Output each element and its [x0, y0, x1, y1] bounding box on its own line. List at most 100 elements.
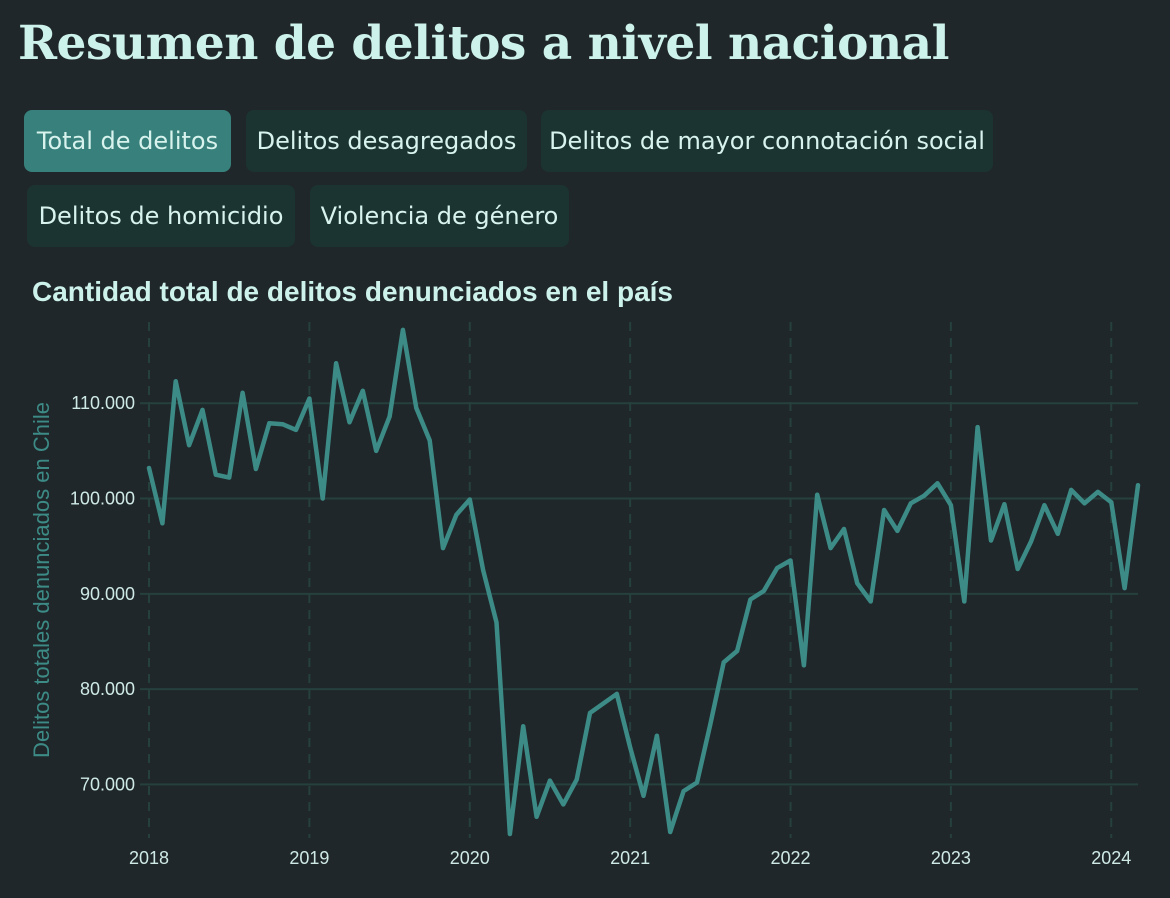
y-tick-label: 110.000 [71, 393, 135, 413]
data-point [1042, 503, 1047, 508]
data-point [1069, 487, 1074, 492]
data-point [948, 503, 953, 508]
data-point [694, 780, 699, 785]
data-point [788, 558, 793, 563]
data-point [280, 422, 285, 427]
y-tick-label: 80.000 [80, 679, 135, 699]
x-tick-label: 2024 [1091, 848, 1131, 868]
grid [140, 322, 1138, 838]
data-point [147, 466, 151, 471]
data-point [628, 745, 633, 750]
data-point [454, 512, 459, 517]
data-point [160, 521, 165, 526]
tab-delitos-de-homicidio[interactable]: Delitos de homicidio [27, 185, 295, 247]
data-point [761, 588, 766, 593]
x-tick-label: 2021 [610, 848, 650, 868]
data-point [561, 802, 566, 807]
tab-delitos-desagregados[interactable]: Delitos desagregados [246, 110, 527, 172]
data-point [1095, 489, 1100, 494]
chart-title: Cantidad total de delitos denunciados en… [32, 276, 673, 307]
data-point [294, 427, 299, 432]
data-point [347, 420, 352, 425]
data-point [868, 599, 873, 604]
x-tick-label: 2020 [450, 848, 490, 868]
x-axis-ticks: 2018 2019 2020 2021 2022 2023 2024 [129, 848, 1131, 868]
data-point [307, 396, 312, 401]
data-point [521, 724, 526, 729]
data-point [320, 496, 325, 501]
data-point [534, 814, 539, 819]
data-point [334, 361, 339, 366]
data-point [841, 527, 846, 532]
data-point [815, 492, 820, 497]
x-tick-label: 2022 [770, 848, 810, 868]
data-point [253, 466, 258, 471]
data-point [1002, 502, 1007, 507]
data-point [681, 789, 686, 794]
tab-delitos-mayor-connotacion-social[interactable]: Delitos de mayor connotación social [541, 110, 993, 172]
data-point [400, 327, 405, 332]
data-point [708, 722, 713, 727]
data-point [374, 448, 379, 453]
data-point [748, 597, 753, 602]
series-line-delitos [146, 327, 1141, 837]
data-point [801, 663, 806, 668]
data-point [962, 599, 967, 604]
y-tick-label: 70.000 [80, 774, 135, 794]
data-point [601, 701, 606, 706]
data-point [574, 777, 579, 782]
page-title: Resumen de delitos a nivel nacional [18, 16, 949, 71]
data-point [427, 438, 432, 443]
data-point [641, 793, 646, 798]
x-tick-label: 2023 [931, 848, 971, 868]
data-point [1055, 531, 1060, 536]
data-point [895, 528, 900, 533]
data-point [1015, 567, 1020, 572]
tab-violencia-de-genero[interactable]: Violencia de género [310, 185, 569, 247]
x-tick-label: 2018 [129, 848, 169, 868]
data-point [988, 538, 993, 543]
data-point [1136, 483, 1140, 488]
data-point [494, 620, 499, 625]
data-point [467, 497, 472, 502]
data-point [507, 831, 512, 836]
data-point [654, 733, 659, 738]
data-point [735, 648, 740, 653]
data-point [882, 507, 887, 512]
data-point [922, 493, 927, 498]
data-point [360, 388, 365, 393]
data-point [547, 778, 552, 783]
data-point [267, 421, 272, 426]
data-point [1029, 539, 1034, 544]
data-point [935, 481, 940, 486]
data-point [668, 830, 673, 835]
data-point [227, 475, 232, 480]
data-point [240, 390, 245, 395]
data-point [975, 425, 980, 430]
data-point [614, 691, 619, 696]
y-axis-label: Delitos totales denunciados en Chile [29, 402, 54, 758]
y-tick-label: 100.000 [70, 489, 135, 509]
data-point [1082, 501, 1087, 506]
y-axis-ticks: 70.000 80.000 90.000 100.000 110.000 [70, 393, 135, 794]
data-point [588, 710, 593, 715]
tab-total-de-delitos[interactable]: Total de delitos [24, 110, 231, 172]
data-point [173, 379, 178, 384]
data-point [1109, 500, 1114, 505]
x-tick-label: 2019 [289, 848, 329, 868]
series-points [147, 327, 1140, 836]
data-point [481, 567, 486, 572]
data-point [200, 407, 205, 412]
data-point [441, 546, 446, 551]
data-point [721, 660, 726, 665]
data-point [908, 501, 913, 506]
data-point [775, 566, 780, 571]
data-point [213, 472, 218, 477]
data-point [1122, 586, 1127, 591]
data-point [414, 405, 419, 410]
data-point [187, 443, 192, 448]
data-point [387, 414, 392, 419]
y-tick-label: 90.000 [80, 584, 135, 604]
data-point [855, 581, 860, 586]
